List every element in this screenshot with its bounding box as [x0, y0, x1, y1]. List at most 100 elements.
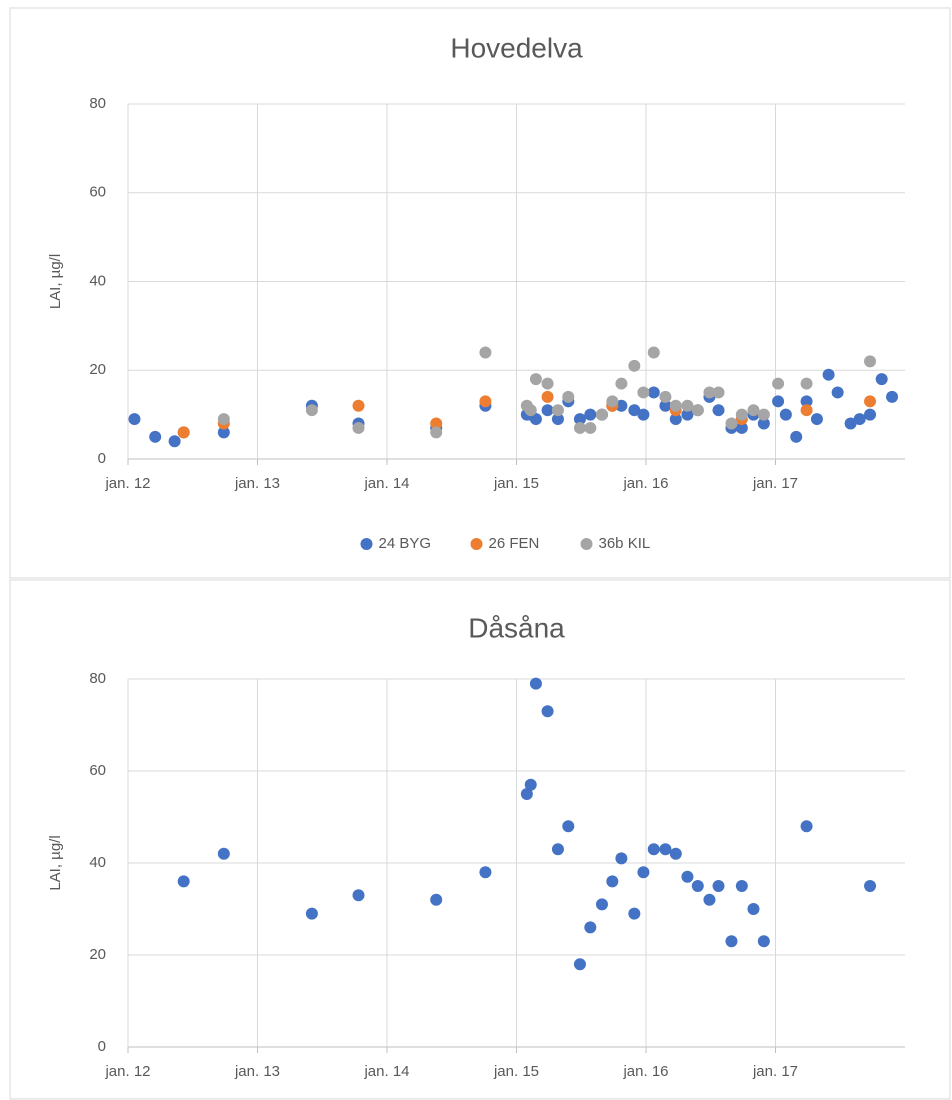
data-point: [615, 852, 628, 865]
data-point: [681, 870, 694, 883]
data-point: [659, 390, 672, 403]
data-point: [584, 421, 597, 434]
data-point: [800, 377, 813, 390]
data-point: [681, 399, 694, 412]
y-tick-label: 20: [89, 361, 106, 378]
data-point: [703, 386, 716, 399]
data-point: [524, 404, 537, 417]
data-point: [637, 386, 650, 399]
data-point: [735, 408, 748, 421]
data-point: [524, 778, 537, 791]
data-point: [647, 346, 660, 359]
data-point: [864, 355, 877, 368]
data-point: [772, 395, 785, 408]
data-point: [822, 368, 835, 381]
data-point: [217, 426, 230, 439]
data-point: [529, 413, 542, 426]
data-point: [628, 907, 641, 920]
data-point: [541, 404, 554, 417]
data-point: [647, 843, 660, 856]
data-point: [864, 880, 877, 892]
data-point: [779, 408, 792, 421]
data-point: [529, 373, 542, 386]
data-point: [647, 386, 660, 399]
y-axis-label: LAI, µg/l: [47, 254, 64, 309]
data-point: [800, 395, 813, 408]
data-point: [177, 426, 190, 439]
data-point: [562, 820, 575, 833]
data-point: [352, 421, 365, 434]
data-point: [712, 386, 725, 399]
x-tick-label: jan. 17: [752, 475, 798, 492]
y-tick-label: 0: [98, 1038, 106, 1055]
legend-marker: [470, 538, 483, 550]
legend-label: 26 FEN: [489, 535, 540, 552]
data-point: [628, 404, 641, 417]
data-point: [790, 430, 803, 443]
data-point: [541, 377, 554, 390]
data-point: [886, 390, 899, 403]
y-tick-label: 60: [89, 184, 106, 201]
x-tick-label: jan. 13: [234, 1063, 280, 1080]
data-point: [800, 820, 813, 833]
data-point: [844, 417, 857, 430]
data-point: [430, 417, 443, 430]
data-point: [659, 843, 672, 856]
data-point: [669, 847, 682, 860]
data-point: [595, 898, 608, 911]
data-point: [864, 408, 877, 421]
data-point: [831, 386, 844, 399]
data-point: [573, 421, 586, 434]
data-point: [573, 413, 586, 426]
legend-label: 24 BYG: [379, 535, 432, 552]
x-tick-label: jan. 16: [622, 475, 668, 492]
data-point: [217, 847, 230, 860]
data-point: [551, 404, 564, 417]
y-tick-label: 40: [89, 272, 106, 289]
data-point: [615, 377, 628, 390]
y-tick-label: 40: [89, 854, 106, 871]
data-point: [637, 408, 650, 421]
data-point: [520, 788, 533, 800]
data-point: [853, 413, 866, 426]
y-axis-label: LAI, µg/l: [47, 835, 64, 890]
x-tick-label: jan. 14: [363, 1063, 409, 1080]
y-tick-label: 80: [89, 95, 106, 112]
data-point: [628, 359, 641, 372]
x-tick-label: jan. 13: [234, 475, 280, 492]
data-point: [584, 921, 597, 934]
data-point: [305, 404, 318, 417]
data-point: [430, 426, 443, 439]
x-tick-label: jan. 12: [104, 475, 150, 492]
data-point: [305, 907, 318, 920]
data-point: [864, 395, 877, 408]
data-point: [757, 935, 770, 948]
x-tick-label: jan. 12: [104, 1063, 150, 1080]
data-point: [430, 893, 443, 906]
legend-marker: [580, 538, 593, 550]
data-point: [725, 417, 738, 430]
data-point: [757, 408, 770, 421]
data-point: [800, 404, 813, 417]
data-point: [757, 417, 770, 430]
y-tick-label: 80: [89, 670, 106, 687]
data-point: [551, 413, 564, 426]
data-point: [584, 408, 597, 421]
data-point: [691, 404, 704, 417]
x-tick-label: jan. 15: [493, 475, 539, 492]
data-point: [810, 413, 823, 426]
data-point: [669, 413, 682, 426]
data-point: [606, 875, 619, 888]
data-point: [747, 903, 760, 915]
x-tick-label: jan. 15: [493, 1063, 539, 1080]
data-point: [541, 705, 554, 718]
data-point: [735, 880, 748, 892]
data-point: [595, 408, 608, 421]
data-point: [735, 421, 748, 434]
data-point: [573, 958, 586, 971]
data-point: [637, 866, 650, 879]
chart-frame: [9, 579, 951, 1100]
y-tick-label: 0: [98, 450, 106, 467]
data-point: [606, 395, 619, 408]
